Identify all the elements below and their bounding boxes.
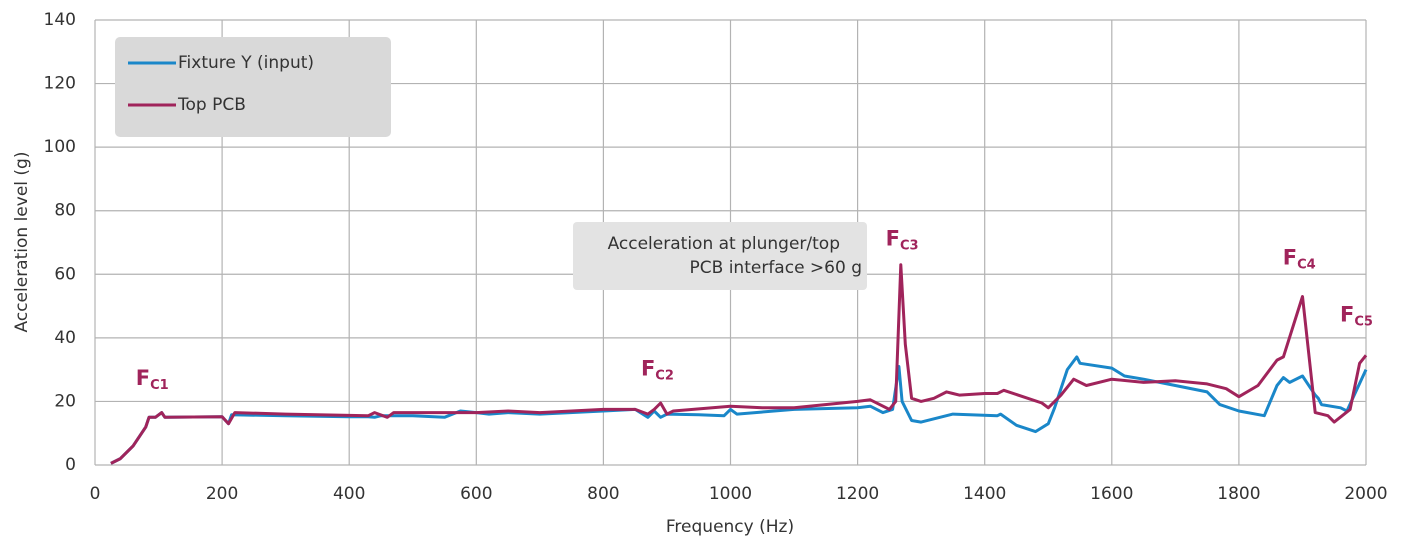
y-tick-label: 40	[54, 328, 76, 348]
note-line: PCB interface >60 g	[690, 258, 862, 278]
x-tick-label: 1400	[963, 484, 1006, 504]
y-tick-label: 100	[44, 137, 76, 157]
y-tick-label: 80	[54, 201, 76, 221]
annotation-subscript: C3	[900, 238, 919, 253]
x-tick-label: 800	[587, 484, 619, 504]
annotation: FC3	[886, 226, 919, 253]
x-tick-label: 400	[333, 484, 365, 504]
annotation-subscript: C1	[150, 378, 169, 393]
note-box	[573, 222, 867, 290]
annotation: FC4	[1283, 245, 1316, 272]
x-tick-label: 0	[90, 484, 101, 504]
annotation-subscript: C4	[1297, 257, 1316, 272]
x-tick-label: 1000	[709, 484, 752, 504]
legend-label: Top PCB	[177, 95, 246, 115]
annotation-main: F	[1340, 303, 1354, 327]
series-line	[110, 263, 1368, 465]
x-tick-label: 1800	[1217, 484, 1260, 504]
x-tick-label: 1600	[1090, 484, 1133, 504]
annotation-main: F	[886, 226, 900, 250]
annotation-subscript: C5	[1354, 314, 1373, 329]
y-tick-label: 20	[54, 391, 76, 411]
annotation-main: F	[641, 357, 655, 381]
y-tick-label: 0	[65, 455, 76, 475]
series-line	[110, 355, 1368, 465]
y-tick-label: 140	[44, 10, 76, 30]
annotation: FC2	[641, 357, 674, 384]
legend-label: Fixture Y (input)	[178, 53, 314, 73]
y-tick-label: 120	[44, 74, 76, 94]
annotation-subscript: C2	[655, 368, 674, 383]
annotation: FC1	[136, 366, 169, 393]
annotation-main: F	[136, 366, 150, 390]
annotation: FC5	[1340, 303, 1373, 330]
x-tick-label: 200	[206, 484, 238, 504]
x-tick-label: 1200	[836, 484, 879, 504]
y-tick-label: 60	[54, 264, 76, 284]
note-line: Acceleration at plunger/top	[608, 234, 840, 254]
legend-box	[115, 37, 391, 137]
x-tick-label: 600	[460, 484, 492, 504]
x-axis-label: Frequency (Hz)	[666, 517, 794, 537]
x-tick-label: 2000	[1344, 484, 1387, 504]
annotation-main: F	[1283, 245, 1297, 269]
y-axis-label: Acceleration level (g)	[12, 152, 32, 333]
